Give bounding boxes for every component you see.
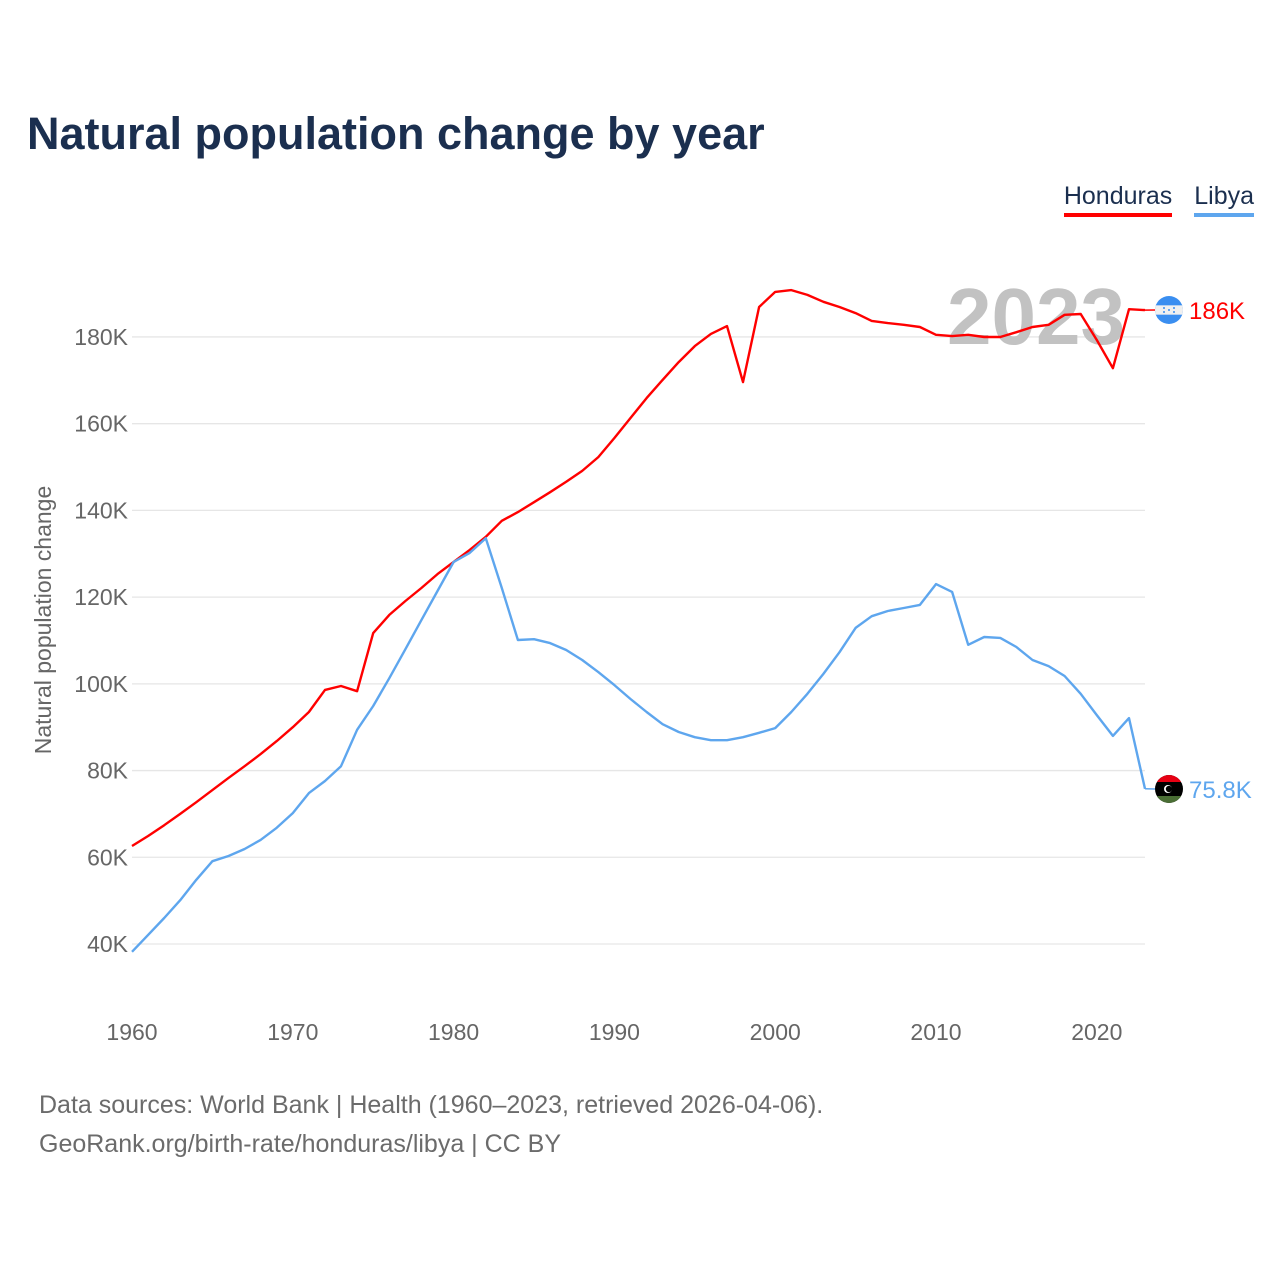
x-tick-label: 2020 (1071, 1019, 1122, 1045)
x-tick-label: 1990 (589, 1019, 640, 1045)
y-tick-label: 160K (74, 411, 128, 437)
x-tick-label: 1960 (106, 1019, 157, 1045)
y-tick-label: 60K (87, 844, 129, 870)
honduras-flag-icon (1155, 296, 1183, 324)
end-value-label: 186K (1189, 298, 1245, 325)
x-tick-label: 2000 (750, 1019, 801, 1045)
y-tick-label: 140K (74, 497, 128, 523)
libya-flag-icon (1155, 775, 1183, 803)
series-line-libya[interactable] (131, 537, 1147, 953)
legend-item-honduras[interactable]: Honduras (1063, 182, 1173, 217)
legend: Honduras Libya (1063, 182, 1254, 217)
y-tick-label: 120K (74, 584, 128, 610)
series-line-honduras[interactable] (131, 288, 1146, 848)
x-tick-label: 2010 (910, 1019, 961, 1045)
x-tick-label: 1970 (267, 1019, 318, 1045)
footer: Data sources: World Bank | Health (1960–… (39, 1086, 823, 1164)
page-title: Natural population change by year (27, 108, 765, 159)
y-tick-label: 40K (87, 931, 129, 957)
y-tick-label: 80K (87, 758, 129, 784)
year-watermark: 2023 (947, 272, 1125, 361)
end-value-label: 75.8K (1189, 777, 1252, 804)
attribution-link[interactable]: GeoRank.org/birth-rate/honduras/libya | … (39, 1130, 562, 1158)
y-tick-label: 100K (74, 671, 128, 697)
x-tick-label: 1980 (428, 1019, 479, 1045)
legend-item-libya[interactable]: Libya (1194, 182, 1254, 217)
y-tick-label: 180K (74, 324, 128, 350)
data-source-text: Data sources: World Bank | Health (1960–… (39, 1091, 824, 1119)
y-axis-label: Natural population change (30, 486, 56, 755)
